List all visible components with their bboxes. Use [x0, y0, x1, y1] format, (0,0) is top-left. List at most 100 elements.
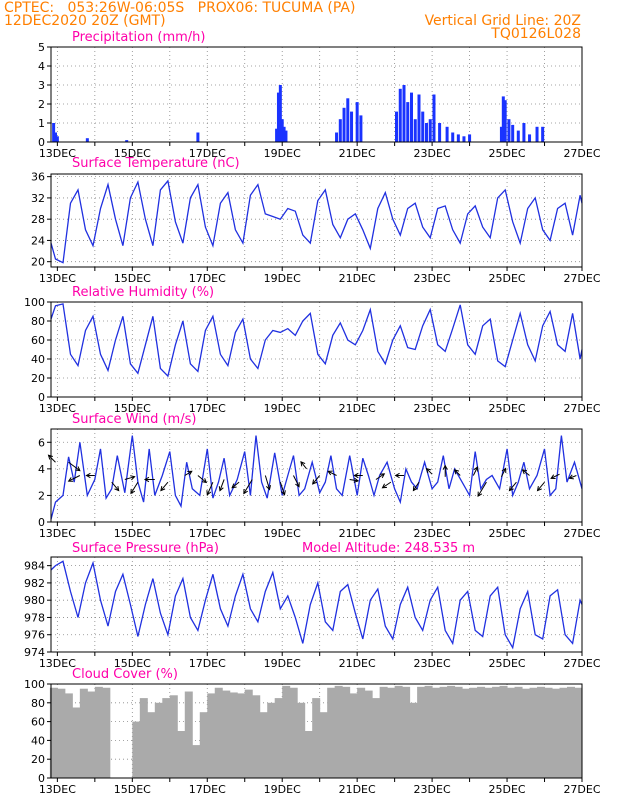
- x-tick-label: 25DEC: [488, 783, 525, 796]
- wind-arrow: [68, 461, 81, 472]
- precip-bar: [355, 102, 359, 142]
- plot-frame: [50, 173, 583, 268]
- y-tick-label: 0: [38, 772, 45, 785]
- y-tick-label: 2: [38, 98, 45, 111]
- cloud-bar: [222, 690, 231, 778]
- cloud-bar: [79, 688, 88, 778]
- x-tick-label: 27DEC: [563, 147, 600, 160]
- wind-arrow: [500, 468, 507, 478]
- cloud-bar: [184, 691, 193, 778]
- wind-arrow-head: [231, 483, 237, 489]
- wind-arrow-head: [295, 482, 300, 488]
- header-grid-note: Vertical Grid Line: 20Z: [424, 13, 581, 29]
- wind-arrow-head: [265, 484, 271, 491]
- y-tick-label: 100: [24, 678, 45, 691]
- cloud-bar: [237, 693, 246, 778]
- wind-arrow-head: [477, 491, 483, 498]
- cloud-bar: [537, 686, 546, 778]
- precip-bar: [402, 85, 406, 142]
- wind-arrow: [426, 468, 433, 475]
- cloud-bar: [559, 687, 568, 778]
- cloud-bar: [64, 693, 73, 778]
- y-tick-label: 1: [38, 117, 45, 130]
- cloud-bar: [492, 686, 501, 778]
- precip-bar: [413, 119, 417, 142]
- x-tick-label: 25DEC: [488, 402, 525, 415]
- precip-bar: [456, 134, 460, 142]
- y-tick-label: 60: [31, 334, 45, 347]
- x-tick-label: 13DEC: [39, 272, 76, 285]
- wind-arrow-head: [521, 469, 528, 475]
- y-tick-label: 0: [38, 391, 45, 404]
- x-tick-label: 17DEC: [189, 783, 226, 796]
- cloud-bar: [529, 687, 538, 778]
- wind-arrow-head: [473, 466, 479, 472]
- precip-bar: [417, 94, 421, 142]
- wind-arrow: [472, 466, 478, 476]
- precip-bar: [406, 102, 410, 142]
- x-tick-label: 25DEC: [488, 147, 525, 160]
- cloud-bar: [432, 687, 441, 778]
- precip-bar: [338, 119, 342, 142]
- x-tick-label: 17DEC: [189, 657, 226, 670]
- panel-title: Surface Wind (m/s): [72, 412, 196, 427]
- x-tick-label: 25DEC: [488, 272, 525, 285]
- cloud-bar: [139, 698, 148, 778]
- y-tick-label: 20: [31, 753, 45, 766]
- wind-arrow: [68, 475, 81, 482]
- wind-arrow-head: [206, 490, 212, 496]
- cloud-bar: [499, 685, 508, 778]
- cloud-bar: [387, 687, 396, 778]
- panel-title: Relative Humidity (%): [72, 285, 214, 300]
- y-tick-label: 4: [38, 60, 45, 73]
- precip-bar: [511, 124, 515, 142]
- header-line1: CPTEC: 053:26W-06:05S PROX06: TUCUMA (PA…: [4, 0, 356, 16]
- cloud-bar: [214, 687, 223, 778]
- header-model-id: TQ0126L028: [491, 26, 581, 42]
- wind-arrow-head: [425, 467, 431, 474]
- wind-arrow: [197, 475, 207, 483]
- wind-arrow-head: [280, 490, 286, 496]
- cloud-bar: [199, 712, 208, 778]
- wind-arrow-head: [312, 479, 318, 485]
- wind-arrow: [375, 473, 385, 480]
- x-tick-label: 17DEC: [189, 147, 226, 160]
- series-line: [50, 179, 583, 264]
- x-tick-label: 21DEC: [339, 783, 376, 796]
- plot-frame: [50, 556, 583, 653]
- wind-arrow-head: [379, 473, 386, 479]
- cloud-bar: [94, 686, 103, 778]
- cloud-bar: [259, 712, 268, 778]
- wind-arrow: [537, 481, 545, 491]
- wind-arrow: [160, 481, 169, 491]
- wind-arrow: [550, 473, 560, 479]
- wind-arrow-head: [75, 466, 81, 472]
- y-tick-label: 3: [38, 79, 45, 92]
- cloud-bar: [447, 685, 456, 778]
- cloud-bar: [162, 698, 171, 778]
- wind-arrow-head: [536, 486, 542, 492]
- cloud-bar: [132, 721, 141, 778]
- precip-bar: [438, 123, 442, 142]
- precip-bar: [541, 126, 545, 142]
- wind-arrow-head: [412, 486, 418, 492]
- cloud-bar: [319, 712, 328, 778]
- precip-bar: [280, 119, 284, 142]
- wind-arrow-head: [508, 486, 514, 492]
- wind-arrow-head: [130, 488, 136, 495]
- wind-arrow-head: [353, 477, 360, 483]
- precip-bar: [85, 138, 89, 142]
- cloud-bar: [469, 687, 478, 778]
- panel-title: Cloud Cover (%): [72, 667, 178, 682]
- y-tick-label: 20: [31, 256, 45, 269]
- x-tick-label: 13DEC: [39, 147, 76, 160]
- precip-bar: [278, 85, 282, 142]
- cloud-bar: [349, 693, 358, 778]
- wind-arrow: [264, 475, 271, 490]
- cloud-bar: [454, 686, 463, 778]
- wind-arrow-head: [327, 470, 333, 476]
- y-tick-label: 24: [31, 234, 45, 247]
- cloud-bar: [312, 698, 321, 778]
- wind-arrow: [231, 481, 240, 489]
